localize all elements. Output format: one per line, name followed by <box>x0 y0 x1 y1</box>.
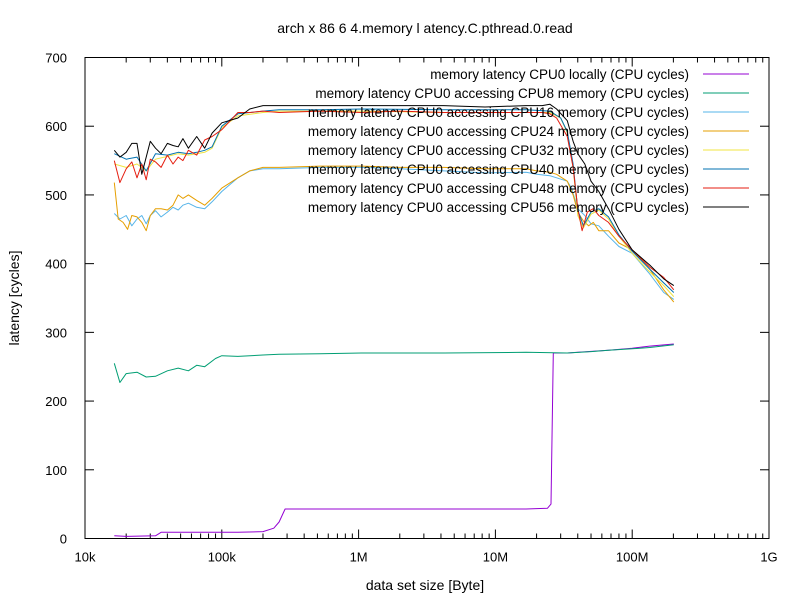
series-line-1 <box>113 344 674 383</box>
series-lines <box>113 103 675 537</box>
y-tick-label: 500 <box>45 188 67 203</box>
series-line-5 <box>114 108 675 293</box>
series-line-0 <box>114 343 674 537</box>
y-tick-label: 300 <box>45 325 67 340</box>
x-tick-label: 100M <box>616 550 649 565</box>
series-line-4 <box>114 110 675 297</box>
x-tick-label: 10M <box>483 550 508 565</box>
legend-label-2: memory latency CPU0 accessing CPU16 memo… <box>308 105 689 120</box>
legend: memory latency CPU0 locally (CPU cycles)… <box>308 67 749 215</box>
legend-label-4: memory latency CPU0 accessing CPU32 memo… <box>308 143 689 158</box>
series-line-3 <box>113 165 675 303</box>
x-tick-label: 1G <box>760 550 777 565</box>
y-tick-label: 600 <box>45 119 67 134</box>
y-tick-label: 200 <box>45 394 67 409</box>
x-tick-label: 1M <box>350 550 368 565</box>
x-tick-label: 10k <box>75 550 96 565</box>
legend-label-7: memory latency CPU0 accessing CPU56 memo… <box>308 200 689 215</box>
series-line-6 <box>113 110 675 291</box>
series-line-7 <box>113 103 675 287</box>
legend-label-3: memory latency CPU0 accessing CPU24 memo… <box>308 124 689 139</box>
legend-label-1: memory latency CPU0 accessing CPU8 memor… <box>315 86 689 101</box>
y-axis: 0 100 200 300 400 500 600 700 <box>45 51 769 547</box>
legend-label-5: memory latency CPU0 accessing CPU40 memo… <box>308 162 689 177</box>
y-tick-label: 400 <box>45 257 67 272</box>
chart-title: arch x 86 6 4.memory l atency.C.pthread.… <box>277 20 572 36</box>
y-tick-label: 100 <box>45 463 67 478</box>
legend-label-0: memory latency CPU0 locally (CPU cycles) <box>430 67 689 82</box>
y-tick-label: 700 <box>45 51 67 66</box>
y-axis-label: latency [cycles] <box>6 251 22 346</box>
plot-frame <box>84 57 770 539</box>
legend-label-6: memory latency CPU0 accessing CPU48 memo… <box>308 181 689 196</box>
x-axis: 10k 100k 1M 10M 100M 1G <box>75 57 778 565</box>
x-axis-label: data set size [Byte] <box>366 577 484 593</box>
y-tick-label: 0 <box>60 532 67 547</box>
x-tick-label: 100k <box>208 550 237 565</box>
